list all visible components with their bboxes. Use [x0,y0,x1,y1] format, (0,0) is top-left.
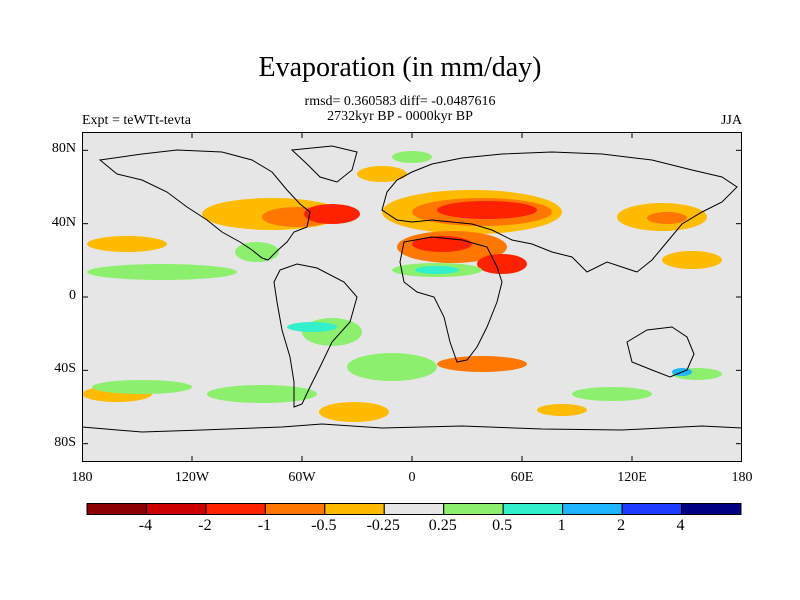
lon-tick-label: 120E [617,470,647,485]
coastline-eurasia [381,151,738,273]
lon-tick-label: 180 [731,470,753,485]
colorbar-swatch [443,503,504,515]
anomaly-patch [87,264,237,280]
anomaly-patch [572,387,652,401]
anomaly-patch [357,166,407,182]
colorbar-swatch [681,503,742,515]
lat-tick-label: 0 [69,288,76,303]
colorbar-swatch [205,503,266,515]
stats-block: rmsd= 0.360583 diff= -0.0487616 2732kyr … [0,94,800,124]
colorbar-tick-label: 0.5 [492,517,513,534]
lat-tick-label: 80N [51,141,76,157]
anomaly-layer [82,151,722,422]
anomaly-patch [647,212,687,224]
anomaly-patch [92,380,192,394]
colorbar-swatch [324,503,385,515]
anomaly-patch [319,402,389,422]
colorbar-swatch [502,503,564,515]
coastline-layer [82,145,742,433]
coastline-north-america [98,149,311,261]
colorbar-swatch [383,503,445,515]
stats-line: rmsd= 0.360583 diff= -0.0487616 [304,94,496,109]
lat-tick-label: 40S [54,361,76,377]
lon-tick-label: 60W [288,470,316,485]
anomaly-patch [477,254,527,274]
anomaly-patch [287,322,337,332]
anomaly-patch [87,236,167,252]
lon-tick-label: 120W [174,470,210,485]
lon-tick-label: 0 [408,470,416,485]
colorbar-tick-label: -2 [198,517,212,534]
colorbar-tick-label: -0.5 [311,517,337,534]
colorbar-tick-label: -0.25 [366,517,400,534]
colorbar-swatch [145,503,207,515]
evaporation-map [82,132,742,462]
colorbar-tick-label: -4 [138,517,153,534]
anomaly-patch [662,251,722,269]
season-label: JJA [720,113,742,128]
anomaly-patch [437,356,527,372]
colorbar-swatch [264,503,326,515]
period-line: 2732kyr BP - 0000kyr BP [327,109,473,124]
colorbar-tick-label: 4 [676,517,685,534]
coastline-africa [399,236,503,363]
colorbar-tick-label: 2 [617,517,626,534]
colorbar [86,503,742,515]
colorbar-swatch [621,503,683,515]
coastline-antarctica [82,423,742,433]
plot-title: Evaporation (in mm/day) [258,52,542,83]
anomaly-patch [347,353,437,381]
colorbar-tick-label: 1 [557,517,566,534]
colorbar-swatch [562,503,623,515]
lon-tick-label: 180 [71,470,93,485]
colorbar-tick-label: 0.25 [428,517,457,534]
anomaly-patch [415,266,459,274]
experiment-label: Expt = teWTt-tevta [82,113,191,128]
coastline-greenland [290,145,358,183]
lon-tick-label: 60E [510,470,534,485]
tick-marks [82,132,742,462]
lat-tick-label: 80S [54,434,76,450]
anomaly-patch [392,151,432,163]
anomaly-patch [537,404,587,416]
map-background [82,132,742,462]
colorbar-tick-label: -1 [257,517,272,534]
lat-tick-label: 40N [51,214,76,230]
coastline-south-america [273,263,358,408]
anomaly-patch [437,201,537,219]
anomaly-patch [207,385,317,403]
coastline-australia [626,326,695,378]
anomaly-patch [304,204,360,224]
anomaly-patch [235,242,279,262]
colorbar-swatch [86,503,147,515]
